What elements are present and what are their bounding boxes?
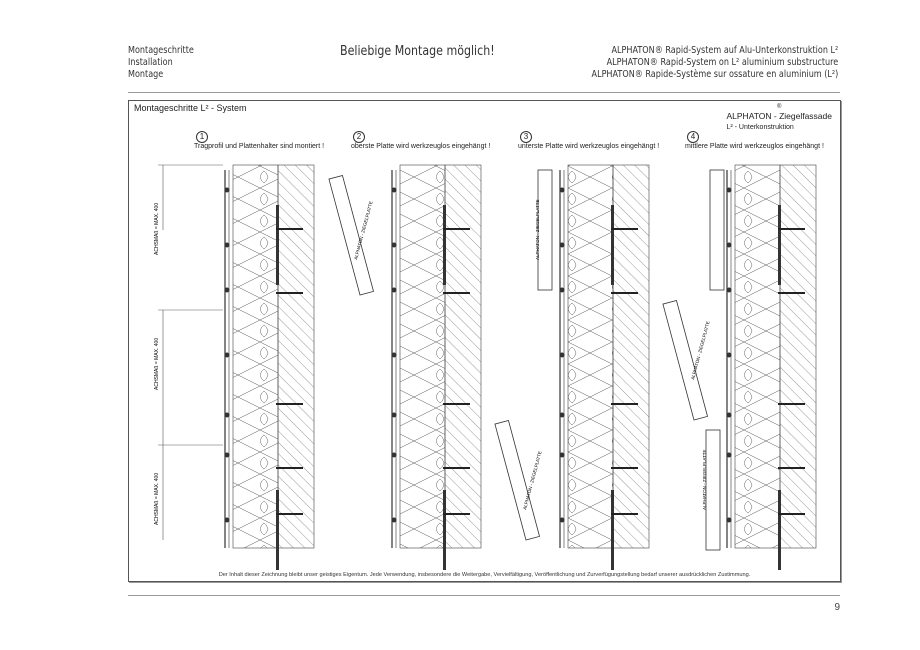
bracket xyxy=(611,205,614,285)
step-text: Tragprofil und Plattenhalter sind montie… xyxy=(194,143,325,150)
bracket xyxy=(778,490,781,570)
tile-holder xyxy=(224,412,230,418)
tile-holder xyxy=(224,242,230,248)
tile-holder xyxy=(391,242,397,248)
header-right-en: ALPHATON® Rapid-System on L² aluminium s… xyxy=(606,57,838,68)
tile-holder xyxy=(224,452,230,458)
brand-name: ALPHATON - Ziegelfassade xyxy=(726,111,832,121)
top-divider xyxy=(128,92,840,93)
brand-block: ® ALPHATON - Ziegelfassade L² - Unterkon… xyxy=(726,104,832,134)
insulation-layer xyxy=(567,164,614,549)
clay-tile xyxy=(705,429,721,551)
bracket xyxy=(276,490,279,570)
drawing-title: Montageschritte L² - System xyxy=(134,103,247,113)
tile-label: ALPHATON - ZIEGELPLATTE xyxy=(522,451,542,511)
tile-holder xyxy=(559,352,565,358)
axis-dimension-label: ACHSMAß = MAX. 400 xyxy=(154,473,160,525)
tile-holder xyxy=(726,187,732,193)
tile-holder xyxy=(391,287,397,293)
header-left-en: Installation xyxy=(128,57,173,68)
tile-holder xyxy=(726,242,732,248)
tile-label: ALPHATON - ZIEGELPLATTE xyxy=(702,449,707,510)
axis-dimension-label: ACHSMAß = MAX. 400 xyxy=(154,338,160,390)
bracket xyxy=(611,490,614,570)
masonry-wall xyxy=(779,164,817,549)
tile-holder xyxy=(391,352,397,358)
insulation-layer xyxy=(399,164,446,549)
insulation-layer xyxy=(232,164,279,549)
step-text: oberste Platte wird werkzeuglos eingehän… xyxy=(351,143,491,150)
clay-tile xyxy=(537,169,553,291)
tile-holder xyxy=(726,452,732,458)
tile-holder xyxy=(726,517,732,523)
tile-holder xyxy=(391,187,397,193)
clay-tile xyxy=(494,419,541,541)
tile-holder xyxy=(726,287,732,293)
tile-holder xyxy=(224,517,230,523)
bracket xyxy=(443,205,446,285)
clay-tile xyxy=(662,299,709,421)
tile-label: ALPHATON - ZIEGELPLATTE xyxy=(353,201,373,261)
tile-holder xyxy=(559,242,565,248)
step-text: mittlere Platte wird werkzeuglos eingehä… xyxy=(685,143,824,150)
header-right: ALPHATON® Rapid-System auf Alu-Unterkons… xyxy=(591,45,838,81)
tile-holder xyxy=(391,412,397,418)
page-number: 9 xyxy=(834,602,840,613)
drawing-frame: Montageschritte L² - System ® ALPHATON -… xyxy=(128,100,841,582)
installation-drawing: ACHSMAß = MAX. 400 ACHSMAß = MAX. 400 AC… xyxy=(154,164,817,570)
bottom-divider xyxy=(128,595,840,596)
brand-sub: L² - Unterkonstruktion xyxy=(726,124,794,131)
tile-holder xyxy=(559,287,565,293)
bracket xyxy=(276,205,279,285)
tile-label: ALPHATON - ZIEGELPLATTE xyxy=(535,199,540,260)
tile-holder xyxy=(726,352,732,358)
header-left-fr: Montage xyxy=(128,69,164,80)
tile-holder xyxy=(726,412,732,418)
step-4: 4 mittlere Platte wird werkzeuglos eingeh… xyxy=(685,131,824,150)
step-3: 3 unterste Platte wird werkzeuglos eingeh… xyxy=(518,131,659,150)
bracket xyxy=(443,490,446,570)
tile-holder xyxy=(559,452,565,458)
step-text: unterste Platte wird werkzeuglos eingehä… xyxy=(518,143,660,150)
masonry-wall xyxy=(612,164,650,549)
tile-holder xyxy=(224,352,230,358)
insulation-layer xyxy=(734,164,781,549)
header-left: Montageschritte Installation Montage xyxy=(128,45,194,81)
masonry-wall xyxy=(444,164,482,549)
tile-holder xyxy=(559,187,565,193)
step-2: 2 oberste Platte wird werkzeuglos eingehä… xyxy=(351,131,490,150)
tile-holder xyxy=(559,517,565,523)
header-right-de: ALPHATON® Rapid-System auf Alu-Unterkons… xyxy=(611,45,838,56)
page-headline: Beliebige Montage möglich! xyxy=(340,44,495,59)
registered-mark: ® xyxy=(777,104,782,110)
clay-tile xyxy=(709,169,725,291)
tile-label: ALPHATON - ZIEGELPLATTE xyxy=(690,321,710,381)
tile-holder xyxy=(224,287,230,293)
clay-tile xyxy=(328,174,375,296)
masonry-wall xyxy=(277,164,315,549)
tile-holder xyxy=(224,187,230,193)
header-right-fr: ALPHATON® Rapide-Système sur ossature en… xyxy=(591,69,838,80)
step-1: 1 Tragprofil und Plattenhalter sind monti… xyxy=(194,131,324,150)
header-left-de: Montageschritte xyxy=(128,45,194,56)
tile-holder xyxy=(391,517,397,523)
tile-holder xyxy=(391,452,397,458)
copyright-notice: Der Inhalt dieser Zeichnung bleibt unser… xyxy=(218,572,751,578)
tile-holder xyxy=(559,412,565,418)
bracket xyxy=(778,205,781,285)
axis-dimension-label: ACHSMAß = MAX. 400 xyxy=(154,203,160,255)
